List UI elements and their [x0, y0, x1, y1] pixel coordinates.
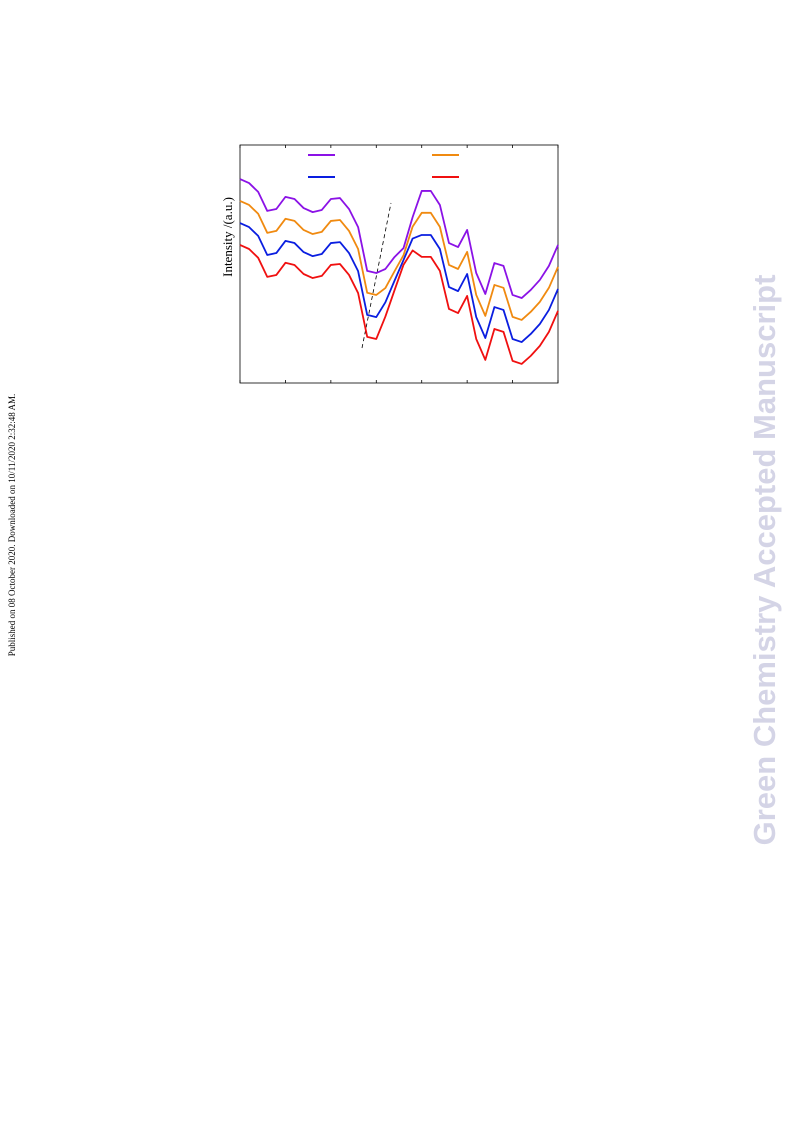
series-line: [239, 178, 559, 299]
series-line: [239, 200, 559, 321]
series-line: [239, 222, 559, 343]
series-line: [239, 244, 559, 365]
guide-line: [361, 202, 392, 349]
plot-frame: [239, 144, 559, 384]
y-axis-label: Intensity /(a.u.): [220, 197, 235, 277]
side-note: Published on 08 October 2020. Downloaded…: [7, 394, 17, 656]
watermark: Green Chemistry Accepted Manuscript: [747, 275, 782, 846]
